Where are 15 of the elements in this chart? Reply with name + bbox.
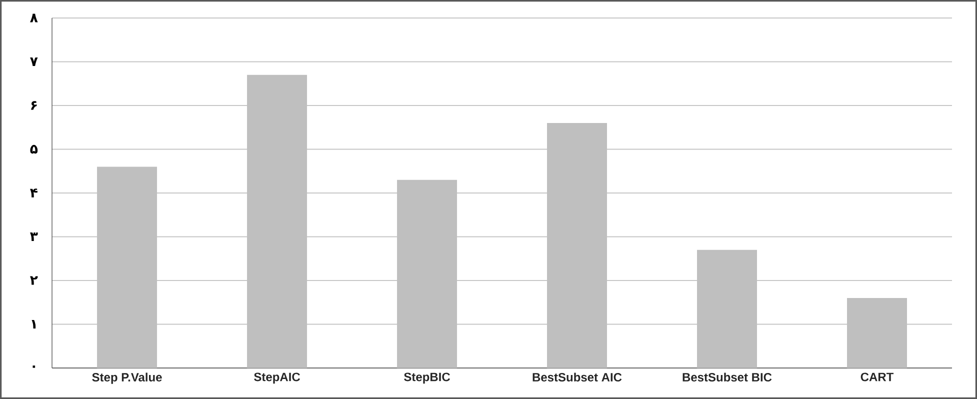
y-tick-label: ۰ (32, 366, 36, 368)
x-tick-label: StepAIC (254, 372, 300, 384)
y-tick-label: ۱ (32, 320, 36, 328)
y-tick-label: ۸ (30, 14, 38, 22)
y-tick-label: ۶ (30, 101, 37, 110)
x-tick-label: Step P.Value (92, 372, 162, 384)
x-tick-label: BestSubset BIC (682, 372, 772, 382)
y-tick-label: ۲ (30, 276, 38, 285)
x-tick-label: StepBIC (404, 372, 450, 384)
x-tick-label: CART (860, 372, 894, 382)
y-tick-label: ۴ (30, 188, 38, 198)
x-tick-label: BestSubset AIC (532, 372, 622, 382)
y-tick-label: ۳ (30, 232, 38, 241)
y-tick-label: ۷ (30, 58, 38, 66)
y-tick-label: ۵ (30, 144, 38, 154)
